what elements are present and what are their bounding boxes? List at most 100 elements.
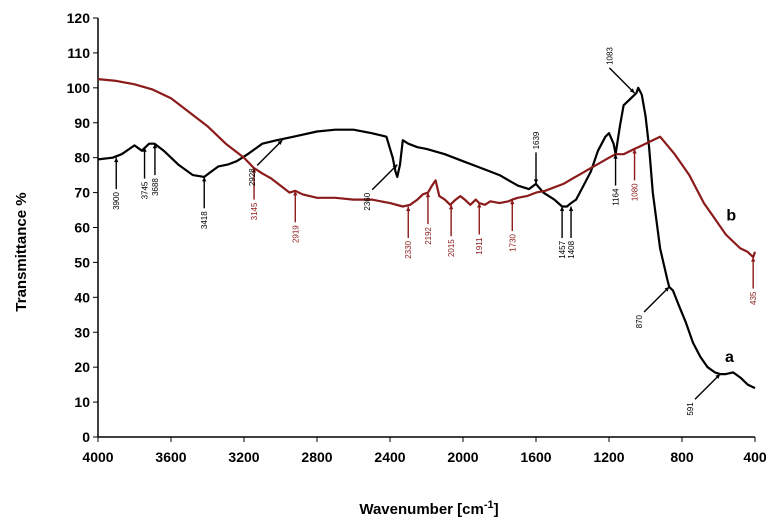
annotation-label: 1457 (558, 240, 567, 258)
peak-annotation: 3900 (112, 157, 121, 210)
peak-annotation: 1911 (475, 203, 484, 255)
annotation-label: 1639 (532, 131, 541, 149)
peak-annotation: 2192 (424, 192, 433, 245)
y-tick-label: 80 (74, 150, 90, 166)
peak-annotation: 3418 (200, 176, 209, 229)
chart-ticks: 0 10 20 30 40 50 60 70 80 90 100 110 120 4000 3600 3200… (67, 10, 767, 465)
annotation-arrowhead (392, 164, 398, 170)
x-tick-label: 1600 (520, 449, 551, 465)
series-line-b (97, 78, 757, 259)
series-line-a (97, 86, 756, 390)
peak-annotation: 1083 (605, 47, 636, 94)
series-label-b: b (726, 208, 736, 225)
peak-annotation: 435 (749, 257, 758, 305)
annotation-label: 3688 (151, 178, 160, 196)
annotation-label: 3745 (141, 181, 150, 199)
annotation-label: 1730 (508, 233, 517, 251)
annotation-arrowhead (448, 204, 454, 210)
y-tick-label: 30 (74, 324, 90, 340)
peak-annotation: 3145 (250, 168, 259, 220)
annotation-arrow-line (694, 373, 721, 400)
x-axis-title-end: ] (494, 501, 499, 518)
x-tick-label: 2800 (301, 449, 332, 465)
annotation-label: 1083 (605, 47, 614, 65)
peak-annotation: 1730 (508, 199, 517, 252)
annotation-label: 2928 (248, 168, 257, 186)
annotation-arrow-line (643, 286, 670, 313)
annotation-label: 3145 (250, 202, 259, 220)
x-tick-label: 3200 (228, 449, 259, 465)
annotation-arrowhead (510, 199, 515, 205)
peak-annotation: 2015 (447, 204, 456, 257)
y-axis-title: Transmittance % (13, 192, 30, 311)
chart-annotations: 3900 3745 3688 3418 3145 2919 2928 2360 2330 2192… (112, 47, 758, 416)
annotation-arrowhead (751, 257, 756, 262)
peak-annotation: 2360 (363, 164, 398, 211)
annotation-arrowhead (533, 179, 539, 184)
y-tick-label: 60 (74, 220, 90, 236)
y-tick-label: 40 (74, 289, 90, 305)
annotation-arrowhead (152, 143, 158, 149)
peak-annotation: 870 (635, 286, 670, 328)
annotation-label: 2330 (404, 240, 413, 258)
annotation-arrowhead (425, 192, 431, 198)
x-tick-label: 2000 (447, 449, 478, 465)
peak-annotation: 1457 (558, 206, 567, 259)
annotation-arrow-line (371, 164, 398, 191)
annotation-label: 2015 (447, 239, 456, 257)
annotation-label: 591 (686, 402, 695, 416)
annotation-arrowhead (251, 168, 257, 173)
x-axis-title-main: Wavenumber [cm (359, 501, 483, 518)
y-tick-label: 100 (67, 80, 91, 96)
x-tick-label: 2400 (374, 449, 405, 465)
annotation-label: 1164 (612, 188, 621, 206)
peak-annotation: 3688 (151, 143, 160, 196)
x-tick-label: 1200 (593, 449, 624, 465)
annotation-label: 870 (635, 314, 644, 328)
chart-series (97, 78, 757, 390)
annotation-arrowhead (142, 147, 147, 152)
annotation-arrowhead (114, 157, 119, 163)
x-axis-title: Wavenumber [cm-1] (359, 499, 498, 518)
y-tick-label: 50 (74, 254, 90, 270)
peak-annotation: 2330 (404, 206, 413, 259)
annotation-arrowhead (664, 286, 670, 292)
peak-annotation: 1408 (567, 206, 576, 259)
y-tick-label: 10 (74, 394, 90, 410)
x-tick-label: 400 (743, 449, 767, 465)
annotation-label: 2192 (424, 226, 433, 244)
annotation-arrowhead (632, 148, 637, 154)
annotation-label: 1408 (567, 240, 576, 258)
y-tick-label: 120 (67, 10, 91, 26)
x-tick-label: 4000 (82, 449, 113, 465)
peak-annotation: 1639 (532, 131, 541, 184)
series-label-a: a (725, 349, 734, 366)
y-tick-label: 110 (67, 45, 90, 61)
annotation-arrow-line (608, 67, 636, 94)
y-tick-label: 0 (82, 429, 90, 445)
x-tick-label: 3600 (155, 449, 186, 465)
annotation-label: 1911 (475, 237, 484, 255)
x-axis-title-superscript: -1 (484, 499, 494, 511)
annotation-arrowhead (559, 206, 565, 212)
annotation-label: 1080 (631, 183, 640, 201)
peak-annotation: 1164 (612, 154, 621, 206)
annotation-label: 2919 (291, 225, 300, 243)
y-tick-label: 90 (74, 115, 90, 131)
annotation-label: 3418 (200, 211, 209, 229)
annotation-arrowhead (293, 190, 298, 196)
annotation-arrowhead (629, 88, 635, 94)
annotation-label: 435 (749, 291, 758, 305)
annotation-arrowhead (406, 206, 411, 212)
peak-annotation: 2919 (291, 190, 300, 243)
peak-annotation: 3745 (141, 147, 150, 199)
annotation-arrowhead (477, 203, 482, 208)
annotation-arrowhead (277, 140, 283, 145)
annotation-label: 3900 (112, 192, 121, 210)
annotation-arrowhead (568, 206, 574, 212)
x-tick-label: 800 (670, 449, 694, 465)
annotation-label: 2360 (363, 192, 372, 210)
annotation-arrowhead (715, 374, 721, 379)
peak-annotation: 591 (686, 373, 721, 416)
